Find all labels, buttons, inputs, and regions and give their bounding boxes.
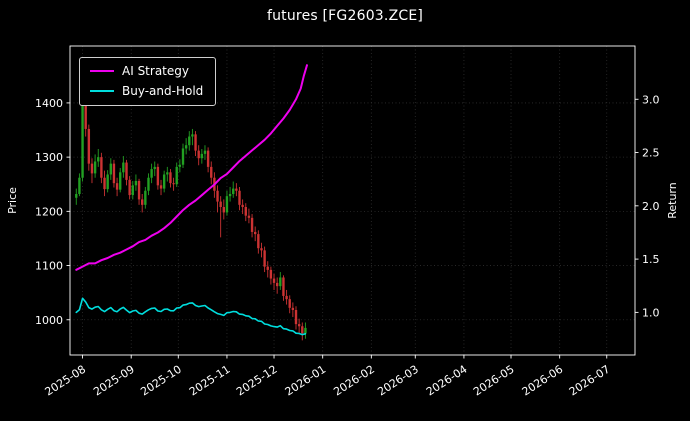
buy-and-hold-line-swatch [90,90,114,92]
buy-and-hold-line [75,297,307,336]
svg-text:2026-01: 2026-01 [283,363,329,399]
gridlines [70,46,635,355]
svg-text:3.0: 3.0 [642,93,660,106]
legend-item-buy-and-hold: Buy-and-Hold [90,84,203,98]
legend-item-ai-strategy: AI Strategy [90,64,203,78]
svg-text:2026-05: 2026-05 [471,363,517,399]
svg-text:1400: 1400 [35,97,63,110]
y-left-axis-label: Price [6,187,19,214]
svg-text:2025-09: 2025-09 [91,363,137,399]
svg-text:2026-04: 2026-04 [424,363,470,399]
svg-text:2025-11: 2025-11 [187,363,233,399]
legend-label-buy-and-hold: Buy-and-Hold [122,84,204,98]
svg-text:2026-02: 2026-02 [331,363,377,399]
svg-text:2026-03: 2026-03 [375,363,421,399]
candlestick-layer [75,73,307,341]
series-lines [75,64,308,336]
legend-label-ai-strategy: AI Strategy [122,64,189,78]
chart-title: futures [FG2603.ZCE] [266,8,424,24]
svg-text:2026-06: 2026-06 [520,363,566,399]
svg-text:1.5: 1.5 [642,253,660,266]
svg-text:1000: 1000 [35,314,63,327]
svg-text:1.0: 1.0 [642,306,660,319]
ai-strategy-line-swatch [90,70,114,72]
svg-text:1300: 1300 [35,151,63,164]
svg-text:1100: 1100 [35,260,63,273]
svg-text:2025-12: 2025-12 [234,363,280,399]
svg-text:2025-10: 2025-10 [138,363,184,399]
svg-text:2.0: 2.0 [642,200,660,213]
svg-text:1200: 1200 [35,205,63,218]
legend: AI Strategy Buy-and-Hold [79,57,217,106]
svg-text:2025-08: 2025-08 [43,363,89,399]
y-right-axis-label: Return [666,182,679,219]
svg-text:2026-07: 2026-07 [567,363,613,399]
ai-strategy-line [75,64,308,271]
svg-text:2.5: 2.5 [642,147,660,160]
